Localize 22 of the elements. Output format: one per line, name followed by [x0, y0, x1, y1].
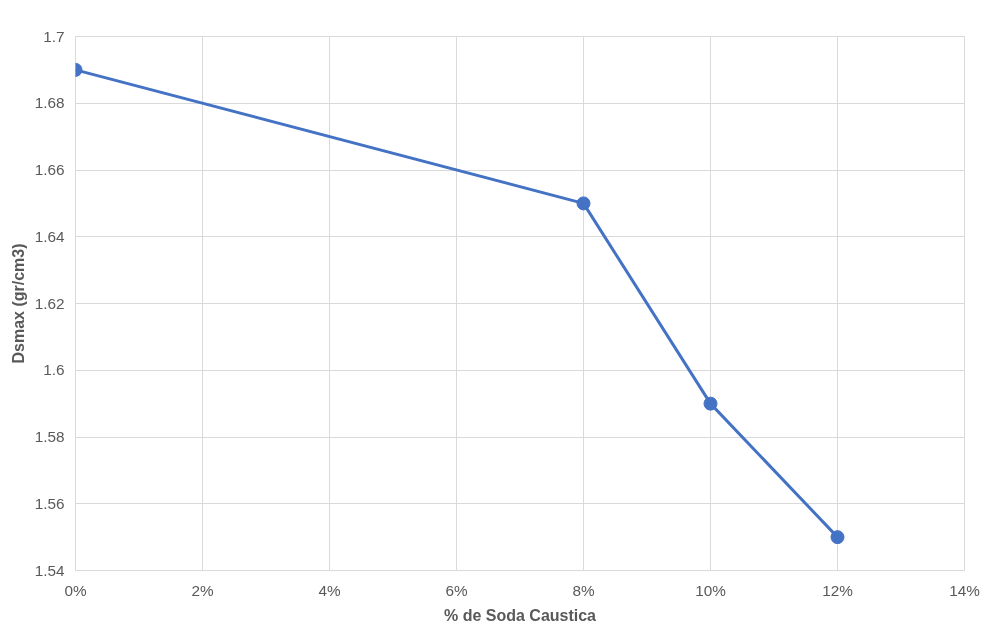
x-tick-label: 12%: [822, 581, 854, 599]
y-tick-label: 1.6: [43, 361, 65, 379]
x-tick-label: 2%: [191, 581, 214, 599]
y-axis-title: Dsmax (gr/cm3): [9, 243, 27, 364]
y-tick-label: 1.66: [34, 161, 65, 178]
x-tick-label: 0%: [64, 581, 87, 599]
y-tick-label: 1.68: [34, 94, 65, 112]
x-tick-label: 8%: [572, 581, 595, 599]
x-tick-label: 14%: [949, 581, 981, 599]
y-tick-label: 1.58: [34, 428, 65, 445]
y-tick-label: 1.62: [34, 294, 65, 312]
x-axis-title: % de Soda Caustica: [443, 606, 597, 624]
y-tick-label: 1.56: [34, 494, 65, 512]
x-tick-label: 10%: [695, 581, 727, 599]
point: [703, 396, 718, 411]
point: [576, 196, 591, 211]
y-tick-label: 1.64: [34, 227, 65, 245]
y-tick-label: 1.7: [43, 27, 65, 45]
x-tick-label: 6%: [445, 581, 468, 599]
point: [830, 530, 845, 545]
x-tick-label: 4%: [318, 581, 341, 599]
y-tick-label: 1.54: [34, 561, 65, 579]
